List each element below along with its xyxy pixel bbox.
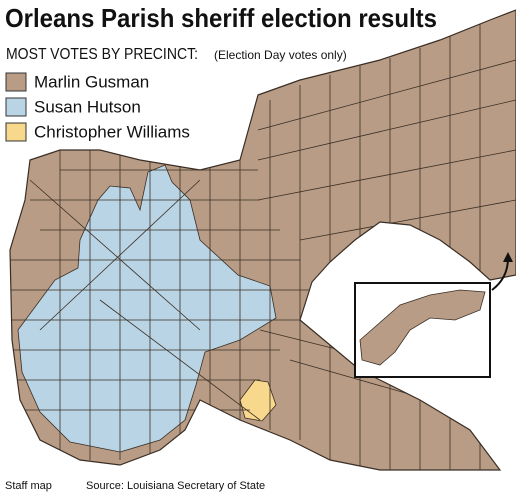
title: Orleans Parish sheriff election results — [5, 3, 437, 33]
credit: Staff map — [5, 480, 52, 492]
inset-map — [359, 289, 486, 366]
legend-label: Marlin Gusman — [34, 72, 149, 91]
legend-swatch — [5, 122, 27, 142]
note: (Election Day votes only) — [214, 48, 347, 62]
inset — [354, 252, 513, 378]
source: Source: Louisiana Secretary of State — [86, 480, 265, 492]
legend-label: Susan Hutson — [34, 97, 141, 116]
legend-label: Christopher Williams — [34, 122, 190, 141]
subtitle: MOST VOTES BY PRECINCT: — [6, 46, 198, 63]
legend-swatch — [5, 72, 27, 92]
legend: Marlin Gusman Susan Hutson Christopher Wil… — [5, 72, 190, 142]
parish-map — [9, 9, 516, 471]
legend-swatch — [5, 97, 27, 117]
inset-arrowhead — [503, 252, 513, 262]
